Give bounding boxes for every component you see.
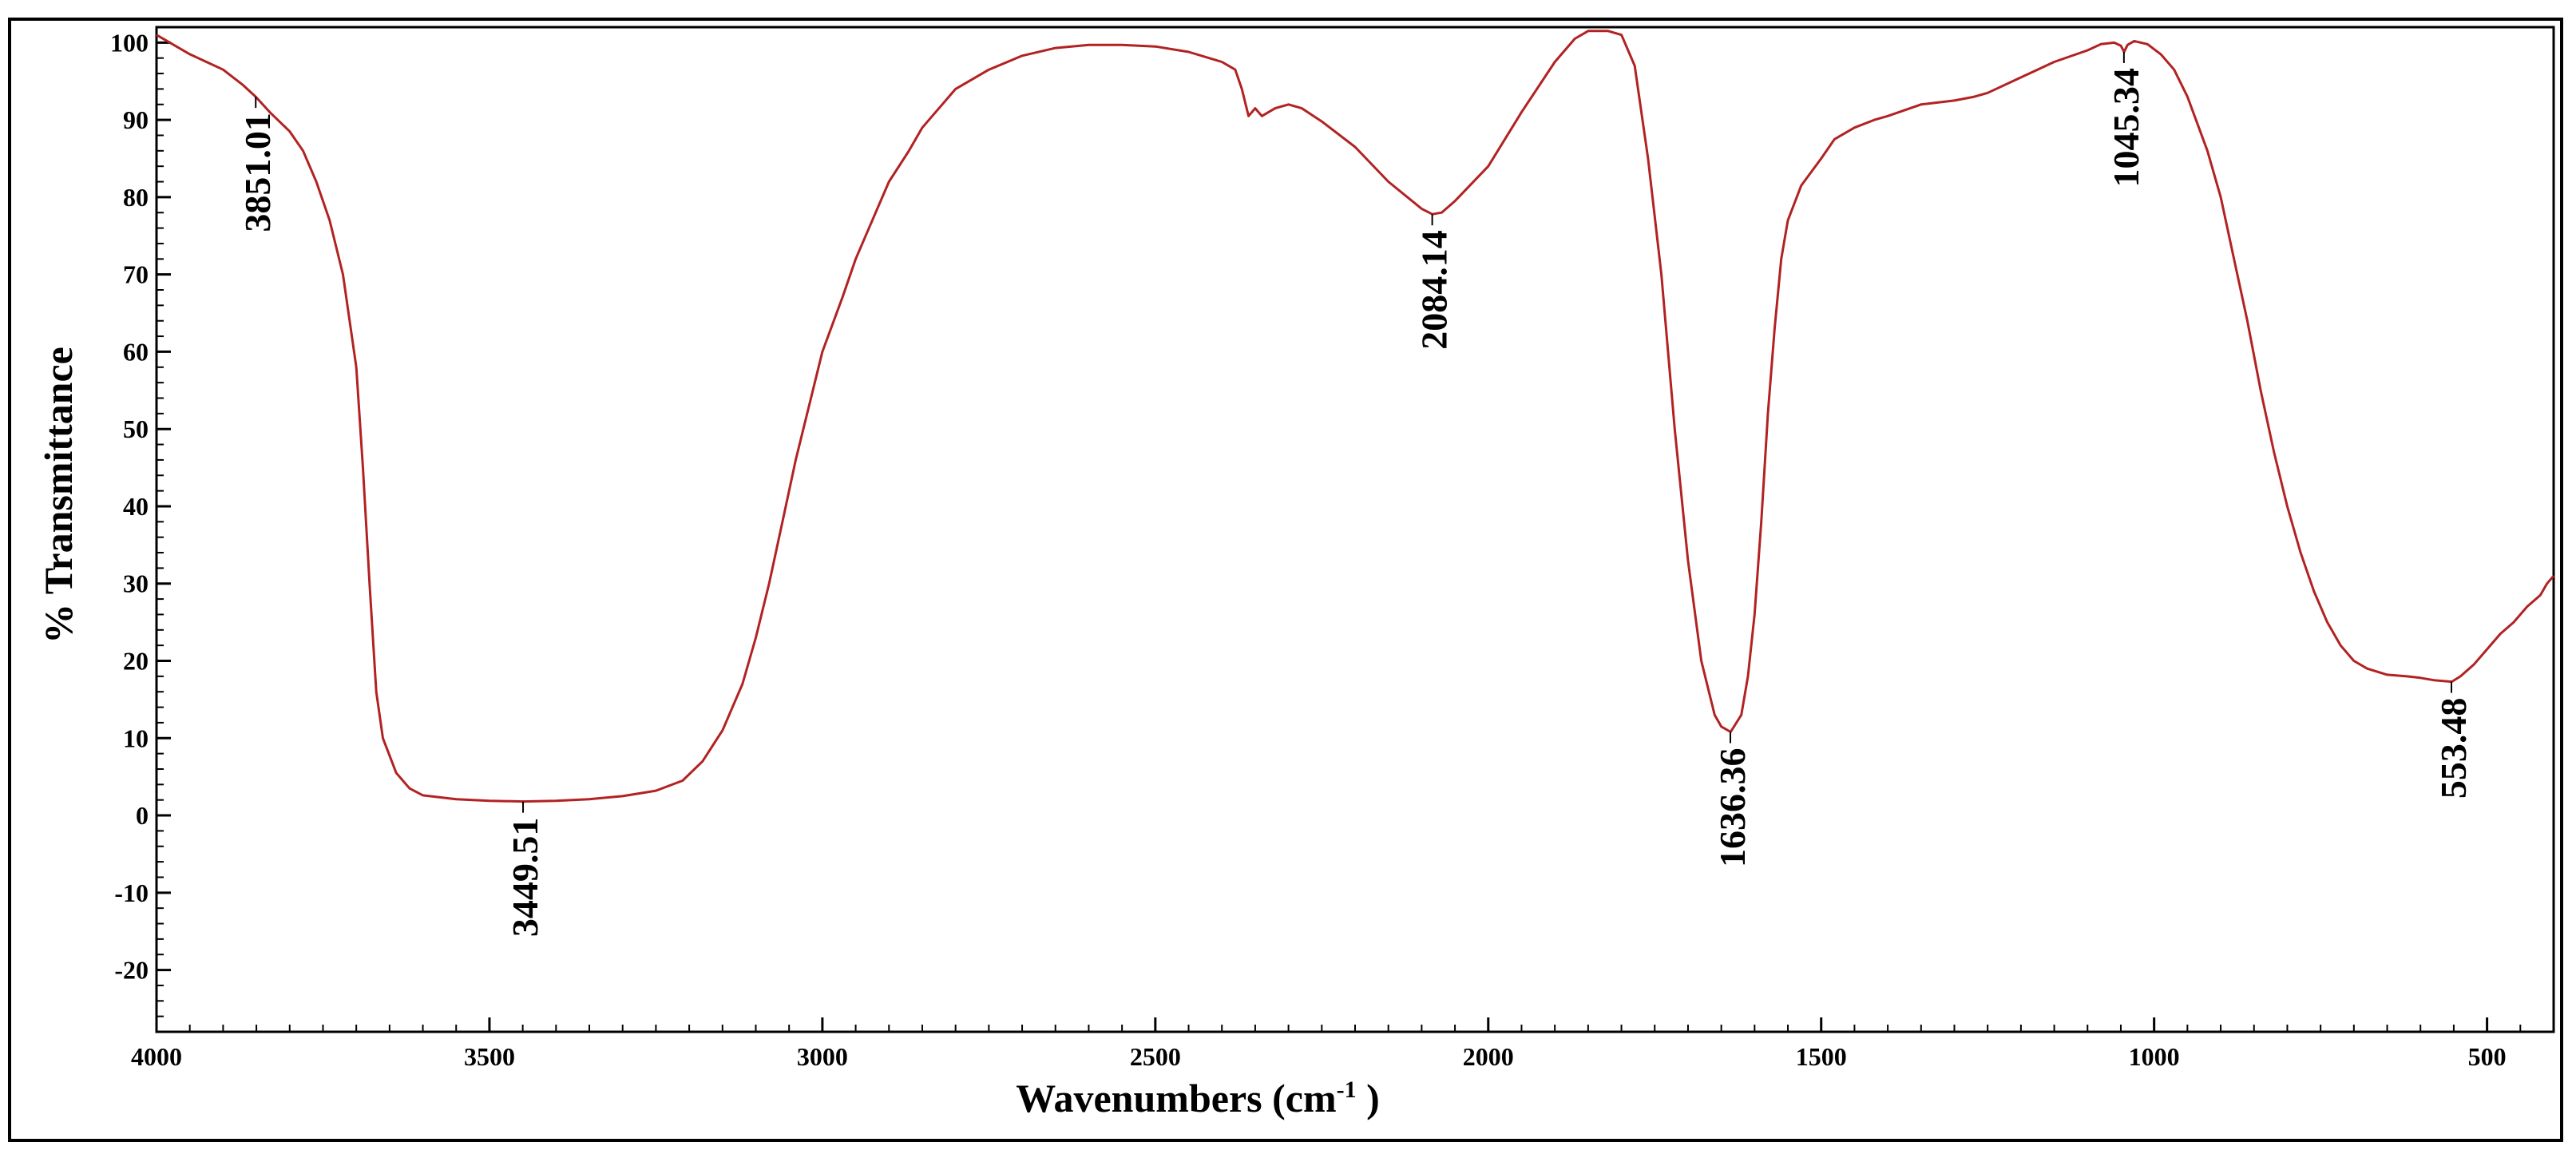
peak-label: 553.48 xyxy=(2433,698,2474,799)
peak-label: 1045.34 xyxy=(2106,68,2146,188)
y-tick-label: 40 xyxy=(123,492,149,521)
y-tick-label: 90 xyxy=(123,105,149,134)
transmittance-series-line xyxy=(156,30,2555,803)
x-tick-label: 4000 xyxy=(131,1042,182,1071)
x-tick-label: 2500 xyxy=(1130,1042,1181,1071)
y-tick-label: 80 xyxy=(123,183,149,212)
x-tick-label: 2000 xyxy=(1463,1042,1514,1071)
y-tick-label: 0 xyxy=(136,801,149,830)
peak-label: 3449.51 xyxy=(505,818,545,938)
outer-frame xyxy=(8,18,2563,1142)
y-tick-label: -10 xyxy=(114,878,149,907)
y-tick-label: 60 xyxy=(123,337,149,366)
x-axis-title-sup: -1 xyxy=(1337,1077,1357,1103)
y-tick-label: 70 xyxy=(123,260,149,289)
peak-annotations: 3851.01 3449.51 2084.14 1636.36 1045.34 553.4… xyxy=(237,51,2474,938)
x-axis-ticks: 4000 3500 3000 2500 2000 1500 1000 500 xyxy=(131,1017,2554,1071)
peak-label: 3851.01 xyxy=(237,113,278,232)
x-axis-title-close: ) xyxy=(1357,1076,1380,1120)
x-axis-title-main: Wavenumbers (cm xyxy=(1016,1076,1336,1120)
y-tick-label: 30 xyxy=(123,569,149,598)
y-tick-label: 100 xyxy=(110,28,149,57)
x-axis-title: Wavenumbers (cm-1 ) xyxy=(1016,1076,1380,1120)
x-tick-label: 1000 xyxy=(2129,1042,2180,1071)
y-axis-title: % Transmittance xyxy=(36,347,81,644)
y-tick-label: 20 xyxy=(123,647,149,676)
peak-label: 1636.36 xyxy=(1712,748,1753,868)
y-tick-label: 50 xyxy=(123,414,149,443)
y-tick-label: -20 xyxy=(114,956,149,985)
y-tick-label: 10 xyxy=(123,724,149,752)
x-tick-label: 3000 xyxy=(797,1042,848,1071)
x-tick-label: 1500 xyxy=(1796,1042,1847,1071)
series-layer xyxy=(156,30,2555,803)
x-tick-label: 500 xyxy=(2468,1042,2507,1071)
x-tick-label: 3500 xyxy=(464,1042,515,1071)
peak-label: 2084.14 xyxy=(1414,230,1455,350)
